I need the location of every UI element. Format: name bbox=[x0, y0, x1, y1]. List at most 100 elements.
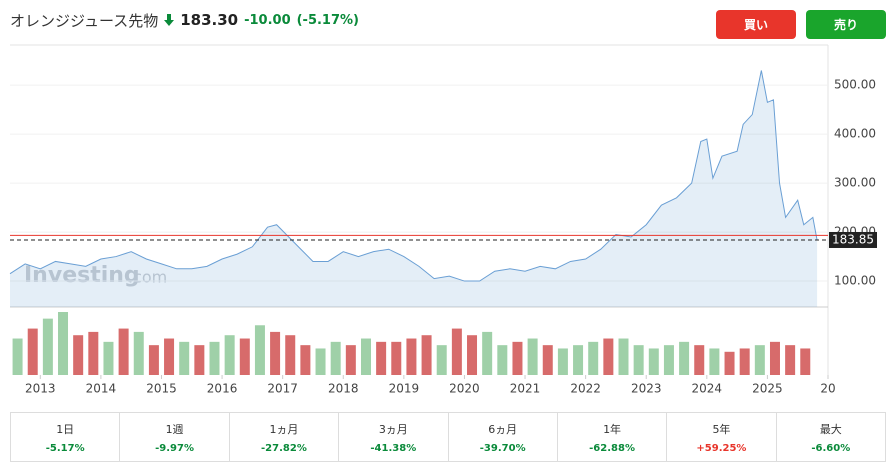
period-label: 6ヵ月 bbox=[488, 422, 518, 436]
header: オレンジジュース先物 183.30 -10.00 (-5.17%) bbox=[10, 8, 359, 32]
period-label: 5年 bbox=[712, 422, 731, 436]
volume-bar bbox=[376, 341, 387, 375]
volume-bar bbox=[679, 341, 690, 375]
volume-bar bbox=[527, 338, 538, 375]
volume-bar bbox=[739, 348, 750, 375]
x-tick-label: 2017 bbox=[267, 382, 298, 396]
title: オレンジジュース先物 bbox=[10, 11, 159, 30]
volume-bar bbox=[648, 348, 659, 375]
period-cell[interactable]: 5年 +59.25% bbox=[667, 413, 777, 461]
volume-bar bbox=[694, 345, 705, 375]
period-table: 1日 -5.17% 1週 -9.97% 1ヵ月 -27.82% 3ヵ月 -41.38% 6ヵ月 -… bbox=[10, 412, 886, 462]
x-tick-label: 20 bbox=[820, 382, 835, 396]
volume-bar bbox=[133, 331, 144, 375]
volume-bar bbox=[118, 328, 129, 375]
volume-bar bbox=[633, 345, 644, 375]
x-tick-label: 2013 bbox=[25, 382, 56, 396]
price: 183.30 bbox=[180, 11, 239, 29]
buy-button[interactable]: 買い bbox=[716, 10, 796, 39]
chart: Investing .com 100.00200.00300.00400.005… bbox=[9, 44, 877, 396]
period-label: 1年 bbox=[603, 422, 622, 436]
volume-bar bbox=[618, 338, 629, 375]
volume-bar bbox=[573, 345, 584, 375]
volume-bar bbox=[330, 341, 341, 375]
y-tick-label: 500.00 bbox=[834, 78, 876, 92]
volume-bar bbox=[209, 341, 220, 375]
volume-bar bbox=[194, 345, 205, 375]
volume-bar bbox=[315, 348, 326, 375]
volume-bar bbox=[709, 348, 720, 375]
period-cell[interactable]: 1週 -9.97% bbox=[120, 413, 230, 461]
y-tick-label: 300.00 bbox=[834, 176, 876, 190]
volume-bar bbox=[421, 335, 432, 375]
volume-bar bbox=[754, 345, 765, 375]
volume-bar bbox=[148, 345, 159, 375]
volume-bar bbox=[285, 335, 296, 375]
volume-bar bbox=[436, 345, 447, 375]
volume-bar bbox=[88, 331, 99, 375]
x-tick-label: 2015 bbox=[146, 382, 177, 396]
volume-bar bbox=[164, 338, 175, 375]
volume-bar bbox=[557, 348, 568, 375]
price-line bbox=[9, 70, 818, 282]
volume-bar bbox=[179, 341, 190, 375]
period-cell[interactable]: 3ヵ月 -41.38% bbox=[339, 413, 449, 461]
x-tick-label: 2024 bbox=[692, 382, 723, 396]
sell-button[interactable]: 売り bbox=[806, 10, 886, 39]
period-cell[interactable]: 1日 -5.17% bbox=[11, 413, 121, 461]
x-tick-label: 2014 bbox=[86, 382, 117, 396]
volume-bar bbox=[12, 338, 23, 375]
volume-bar bbox=[769, 341, 780, 375]
volume-bar bbox=[603, 338, 614, 375]
period-change: -5.17% bbox=[45, 442, 85, 454]
last-price-label: 183.85 bbox=[832, 232, 874, 246]
watermark: .com bbox=[128, 268, 167, 287]
x-tick-label: 2019 bbox=[389, 382, 420, 396]
period-label: 最大 bbox=[819, 422, 842, 436]
volume-bar bbox=[42, 318, 53, 375]
period-change: -39.70% bbox=[479, 442, 526, 454]
volume-bar bbox=[497, 345, 508, 375]
down-arrow bbox=[164, 14, 175, 26]
last-price-box bbox=[829, 231, 877, 248]
period-change: -6.60% bbox=[811, 442, 851, 454]
x-tick-label: 2021 bbox=[510, 382, 541, 396]
period-change: -9.97% bbox=[155, 442, 194, 454]
volume-bar bbox=[467, 335, 478, 375]
x-tick-label: 2023 bbox=[631, 382, 662, 396]
volume-bar bbox=[270, 331, 281, 375]
y-tick-label: 400.00 bbox=[834, 127, 876, 141]
area bbox=[10, 70, 818, 307]
period-cell[interactable]: 1年 -62.88% bbox=[558, 413, 668, 461]
volume-bar bbox=[254, 325, 265, 375]
period-cell[interactable]: 1ヵ月 -27.82% bbox=[230, 413, 340, 461]
period-change: -62.88% bbox=[589, 442, 635, 454]
volume-bar bbox=[239, 338, 250, 375]
period-change: +59.25% bbox=[696, 442, 747, 454]
change-pct: (-5.17%) bbox=[296, 12, 359, 28]
volume-bar bbox=[345, 345, 356, 375]
volume-bar bbox=[451, 328, 462, 375]
volume-bar bbox=[73, 335, 84, 375]
period-cell[interactable]: 最大 -6.60% bbox=[777, 413, 885, 461]
volume-bar bbox=[391, 341, 402, 375]
volume-bar bbox=[588, 341, 599, 375]
y-tick-label: 100.00 bbox=[834, 274, 876, 288]
x-tick-label: 2022 bbox=[570, 382, 601, 396]
volume-bar bbox=[27, 328, 38, 375]
period-cell[interactable]: 6ヵ月 -39.70% bbox=[449, 413, 558, 461]
period-label: 3ヵ月 bbox=[378, 422, 408, 436]
period-change: -27.82% bbox=[261, 442, 307, 454]
volume-bar bbox=[224, 335, 235, 375]
volume-bar bbox=[360, 338, 371, 375]
volume-bar bbox=[512, 341, 523, 375]
volume-bar bbox=[800, 348, 811, 375]
volume-bar bbox=[482, 331, 493, 375]
change: -10.00 bbox=[244, 12, 291, 28]
volume-bar bbox=[542, 345, 553, 375]
volume-bar bbox=[785, 345, 796, 375]
period-change: -41.38% bbox=[370, 442, 417, 454]
volume-bar bbox=[300, 345, 311, 375]
volume-bar bbox=[663, 345, 674, 375]
